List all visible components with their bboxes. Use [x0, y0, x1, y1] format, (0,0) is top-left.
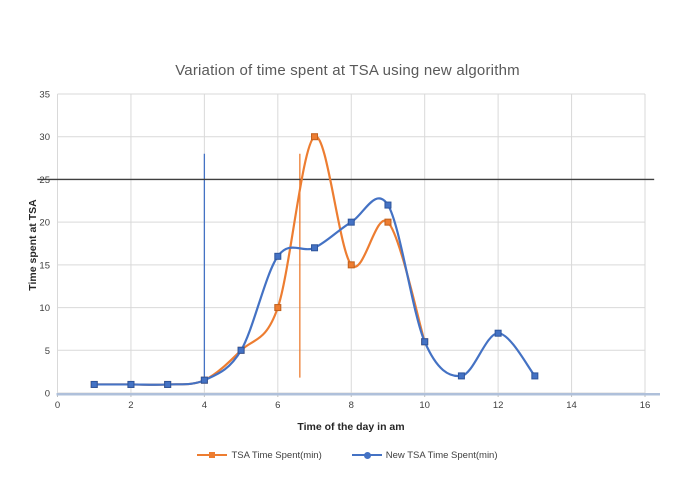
y-tick-label: 30	[39, 132, 50, 143]
legend-item-tsa: TSA Time Spent(min)	[197, 449, 322, 461]
x-tick-label: 8	[349, 400, 354, 411]
series-markers-0	[90, 133, 429, 388]
legend-swatch-new-tsa	[351, 451, 382, 460]
data-point-marker	[384, 218, 392, 226]
y-tick-label: 10	[39, 303, 50, 314]
data-point-marker	[347, 218, 355, 226]
data-point-marker	[311, 244, 319, 252]
data-point-marker	[421, 338, 429, 346]
data-point-marker	[274, 304, 282, 312]
x-tick-label: 10	[419, 400, 430, 411]
y-axis-title: Time spent at TSA	[27, 199, 39, 291]
series-markers-1	[90, 201, 539, 388]
series-line-0	[93, 135, 426, 386]
y-tick-label: 5	[45, 346, 50, 357]
legend-swatch-tsa	[197, 451, 228, 460]
data-point-marker	[90, 380, 98, 388]
x-tick-label: 6	[275, 400, 280, 411]
data-point-marker	[347, 261, 355, 269]
data-point-marker	[127, 380, 135, 388]
y-tick-label: 35	[39, 90, 50, 101]
data-point-marker	[457, 372, 465, 380]
data-point-marker	[200, 376, 208, 384]
data-point-marker	[164, 380, 172, 388]
legend-label-tsa: TSA Time Spent(min)	[231, 449, 322, 461]
chart-title: Variation of time spent at TSA using new…	[175, 62, 520, 79]
data-point-marker	[237, 346, 245, 354]
data-point-marker	[384, 201, 392, 209]
legend-label-new-tsa: New TSA Time Spent(min)	[385, 449, 498, 461]
legend-circle-marker-icon	[363, 451, 371, 459]
y-tick-label: 15	[39, 260, 50, 271]
legend: TSA Time Spent(min) New TSA Time Spent(m…	[0, 448, 695, 462]
gridlines	[57, 93, 646, 397]
legend-item-new-tsa: New TSA Time Spent(min)	[351, 449, 498, 461]
x-tick-label: 4	[202, 400, 207, 411]
data-point-marker	[531, 372, 539, 380]
y-tick-label: 25	[39, 175, 50, 186]
y-tick-label: 0	[45, 389, 50, 400]
y-tick-label: 20	[39, 218, 50, 229]
x-tick-label: 16	[640, 400, 651, 411]
series-line-1	[93, 197, 536, 386]
legend-square-marker-icon	[209, 452, 216, 458]
data-point-marker	[274, 252, 282, 260]
x-tick-label: 2	[128, 400, 133, 411]
x-tick-label: 14	[566, 400, 577, 411]
x-axis-title: Time of the day in am	[297, 421, 405, 433]
data-point-marker	[311, 133, 319, 141]
data-point-marker	[494, 329, 502, 337]
x-tick-label: 0	[55, 400, 60, 411]
x-tick-label: 12	[493, 400, 504, 411]
